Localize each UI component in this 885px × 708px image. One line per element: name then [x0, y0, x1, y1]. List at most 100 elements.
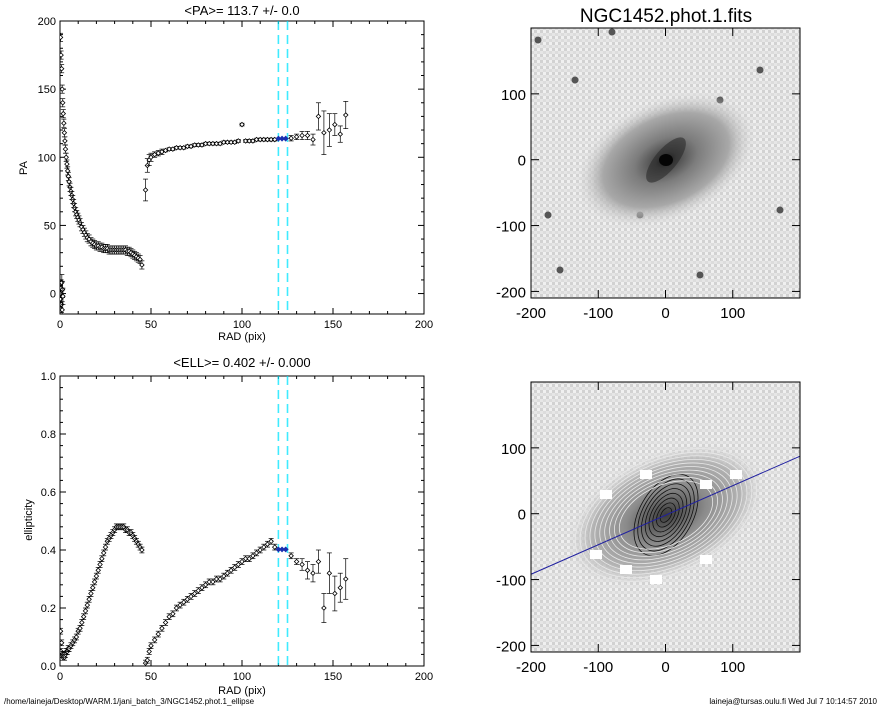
isophote-contour — [618, 480, 714, 550]
ell-outer-point — [235, 561, 242, 568]
pa-inner-point — [63, 154, 69, 161]
img1-ytick-label: -200 — [496, 284, 526, 301]
ell-tail-point — [326, 570, 333, 576]
isophote-contour — [656, 502, 676, 528]
ell-inner-point — [139, 547, 145, 553]
star — [571, 76, 579, 84]
pa-inner-point — [64, 161, 70, 167]
pa-outer-point — [155, 150, 162, 156]
isophote-contour — [574, 448, 758, 582]
ell-inner-point — [82, 608, 89, 614]
mask-patch — [700, 555, 712, 564]
ell-inner-point — [99, 555, 105, 562]
pa-inner-point — [64, 168, 71, 174]
pa-outer-point — [166, 146, 172, 152]
image-title: NGC1452.phot.1.fits — [580, 6, 752, 27]
pa-outer-point — [159, 149, 165, 155]
ell-ytick-label: 0.2 — [41, 603, 56, 615]
star — [534, 36, 542, 44]
img2-ytick-label: -200 — [496, 638, 526, 655]
img1-xtick-label: -200 — [516, 305, 546, 322]
isophote-contour — [633, 473, 699, 557]
img1-ytick-label: 100 — [501, 87, 526, 104]
img1-xtick-label: -100 — [583, 305, 613, 322]
pa-ytick-label: 50 — [44, 220, 56, 232]
ell-inner-point — [86, 596, 92, 603]
isophote-contour — [579, 451, 753, 579]
pa-plot: <PA>= 113.7 +/- 0.0 0 50 100 150 200 0 50 100 15… — [18, 3, 433, 343]
ell-outer-point — [144, 657, 151, 663]
img2-xtick-label: 0 — [661, 659, 669, 676]
mask-patch — [700, 480, 712, 489]
img2-ytick-label: 100 — [501, 441, 526, 458]
pa-inner-point — [60, 110, 67, 117]
mask-patch — [620, 565, 632, 574]
pa-outer-point — [202, 140, 209, 147]
ell-outer-point — [159, 625, 165, 632]
ell-plot-frame — [59, 375, 425, 667]
img1-xtick-label: 0 — [661, 305, 669, 322]
ell-inner-point — [100, 550, 107, 556]
pa-outer-point — [206, 140, 213, 147]
ell-outer-point — [231, 564, 238, 571]
ell-outer-point — [202, 582, 209, 588]
pa-inner-point — [61, 129, 68, 136]
isophote-contour — [584, 455, 748, 575]
pa-outer-point — [231, 139, 238, 146]
pa-xtick-label: 50 — [145, 319, 157, 331]
pa-inner-point — [60, 65, 65, 72]
pa-outer-point — [151, 151, 158, 158]
ell-ytick-label: 0.8 — [41, 429, 56, 441]
ell-outer-point — [188, 593, 194, 600]
ell-outer-point — [268, 538, 274, 545]
pa-tail-point — [315, 113, 322, 120]
ell-xtick-label: 100 — [233, 671, 251, 683]
pa-outer-point — [148, 154, 154, 161]
footer-path: /home/laineja/Desktop/WARM.1/jani_batch_… — [4, 697, 255, 706]
pa-outer-point — [250, 138, 256, 144]
ell-outer-point — [162, 619, 169, 626]
pa-ylabel: PA — [18, 160, 30, 175]
pa-outer-point — [224, 139, 231, 146]
pa-xtick-label: 150 — [324, 319, 342, 331]
ell-outer-point — [166, 613, 172, 620]
pa-highlight-point — [282, 135, 289, 142]
ell-outer-point — [264, 541, 271, 547]
ell-inner-point — [93, 573, 100, 579]
pa-outer-point — [195, 142, 202, 148]
ell-inner-point — [60, 640, 65, 646]
pa-outer-point — [246, 138, 253, 144]
ell-tail-point — [321, 605, 327, 611]
galaxy-nucleus — [659, 154, 673, 166]
isophote-contour — [652, 497, 680, 533]
ell-ytick-label: 0.0 — [41, 661, 56, 673]
ell-tail-point — [315, 558, 322, 565]
ell-outer-point — [148, 642, 154, 649]
isophote-contour — [641, 483, 691, 547]
ell-outer-point — [250, 553, 256, 559]
ell-outer-point — [228, 567, 234, 574]
ell-outer-point — [246, 555, 253, 562]
contour-image: -200 -100 0 100 -200 -100 0 100 — [496, 381, 801, 676]
ell-outer-point — [177, 602, 183, 608]
img1-ytick-label: 0 — [518, 153, 526, 170]
star — [556, 266, 564, 274]
pa-tail-point — [288, 135, 294, 141]
pa-outer-point — [253, 136, 260, 143]
ell-outer-point — [217, 576, 223, 582]
pa-tail-point — [332, 121, 338, 128]
pa-outer-point — [162, 147, 169, 154]
pa-tail-point — [321, 129, 327, 136]
ell-inner-point — [80, 613, 87, 620]
mask-patch — [600, 490, 612, 499]
ell-outer-point — [224, 570, 231, 576]
pa-outer-point — [235, 138, 242, 144]
ell-outer-point — [180, 599, 187, 605]
ell-outer-point — [184, 596, 191, 603]
img2-xtick-label: -200 — [516, 659, 546, 676]
ell-inner-point — [95, 567, 101, 574]
pa-outer-point — [221, 139, 227, 146]
pa-inner-point — [62, 138, 68, 144]
ell-outer-point — [253, 550, 260, 556]
ell-points — [60, 523, 349, 666]
